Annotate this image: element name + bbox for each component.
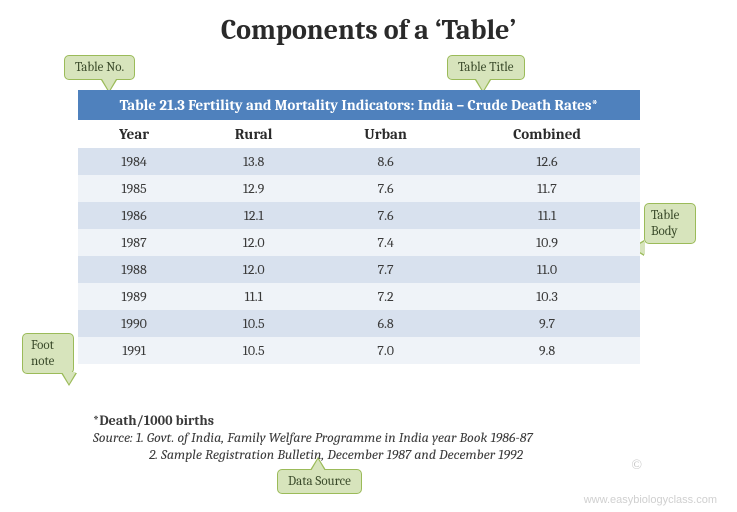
callout-table-no: Table No. — [64, 55, 135, 80]
table-cell: 12.6 — [454, 148, 640, 175]
table-row: 198712.07.410.9 — [78, 229, 640, 256]
table-cell: 7.4 — [317, 229, 454, 256]
table-cell: 9.7 — [454, 310, 640, 337]
table-cell: 1984 — [78, 148, 190, 175]
source-line-2: 2. Sample Registration Bulletin, Decembe… — [93, 446, 663, 463]
callout-tail — [62, 372, 76, 384]
table-heading: Table 21.3 Fertility and Mortality Indic… — [78, 90, 640, 120]
source-line-1: Source: 1. Govt. of India, Family Welfar… — [93, 429, 663, 446]
col-year: Year — [78, 120, 190, 148]
table-header-row: Year Rural Urban Combined — [78, 120, 640, 148]
watermark: www.easybiologyclass.com — [584, 494, 717, 506]
table-row: 199110.57.09.8 — [78, 337, 640, 364]
table-cell: 11.1 — [454, 202, 640, 229]
table-cell: 12.0 — [190, 229, 317, 256]
table-row: 198812.07.711.0 — [78, 256, 640, 283]
table-cell: 8.6 — [317, 148, 454, 175]
col-rural: Rural — [190, 120, 317, 148]
table-row: 198911.17.210.3 — [78, 283, 640, 310]
table-cell: 1989 — [78, 283, 190, 310]
table-cell: 12.0 — [190, 256, 317, 283]
footnote-label: *Death/1000 births — [93, 412, 663, 429]
footnote-block: *Death/1000 births Source: 1. Govt. of I… — [93, 412, 663, 463]
table-body: 198413.88.612.6198512.97.611.7198612.17.… — [78, 148, 640, 364]
col-combined: Combined — [454, 120, 640, 148]
table-cell: 9.8 — [454, 337, 640, 364]
table-cell: 1988 — [78, 256, 190, 283]
callout-table-body-text: Table Body — [651, 208, 689, 239]
table-cell: 7.7 — [317, 256, 454, 283]
table-cell: 7.6 — [317, 175, 454, 202]
callout-table-body: Table Body — [644, 203, 696, 244]
table-cell: 1991 — [78, 337, 190, 364]
callout-data-source: Data Source — [277, 469, 362, 494]
table-row: 198413.88.612.6 — [78, 148, 640, 175]
table-cell: 11.1 — [190, 283, 317, 310]
table-cell: 1987 — [78, 229, 190, 256]
table: Year Rural Urban Combined 198413.88.612.… — [78, 120, 640, 364]
table-cell: 1990 — [78, 310, 190, 337]
table-cell: 1986 — [78, 202, 190, 229]
table-cell: 11.7 — [454, 175, 640, 202]
callout-foot-note: Foot note — [22, 333, 74, 374]
table-row: 199010.56.89.7 — [78, 310, 640, 337]
copyright-icon: © — [631, 458, 642, 474]
table-row: 198512.97.611.7 — [78, 175, 640, 202]
callout-foot-note-text: Foot note — [31, 338, 65, 369]
table-cell: 6.8 — [317, 310, 454, 337]
table-cell: 7.6 — [317, 202, 454, 229]
data-table: Table 21.3 Fertility and Mortality Indic… — [78, 90, 640, 364]
table-cell: 7.2 — [317, 283, 454, 310]
table-cell: 12.9 — [190, 175, 317, 202]
table-cell: 10.5 — [190, 310, 317, 337]
table-cell: 10.5 — [190, 337, 317, 364]
table-cell: 10.9 — [454, 229, 640, 256]
page-title: Components of a ‘Table’ — [0, 0, 737, 46]
table-cell: 12.1 — [190, 202, 317, 229]
table-cell: 10.3 — [454, 283, 640, 310]
table-cell: 7.0 — [317, 337, 454, 364]
table-row: 198612.17.611.1 — [78, 202, 640, 229]
table-cell: 11.0 — [454, 256, 640, 283]
col-urban: Urban — [317, 120, 454, 148]
table-cell: 13.8 — [190, 148, 317, 175]
table-cell: 1985 — [78, 175, 190, 202]
callout-table-title: Table Title — [447, 55, 525, 80]
